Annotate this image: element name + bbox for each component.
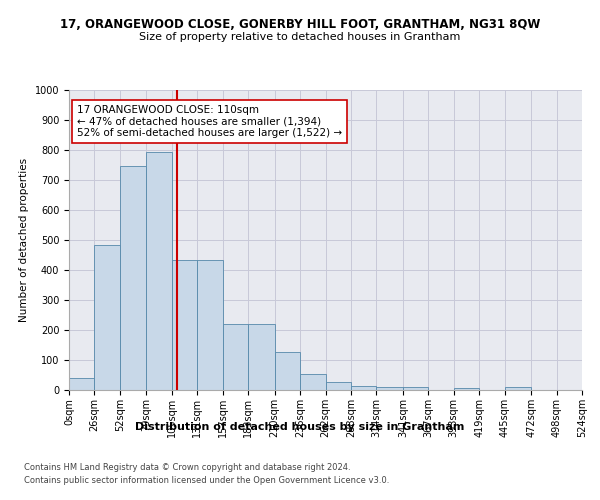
Text: 17 ORANGEWOOD CLOSE: 110sqm
← 47% of detached houses are smaller (1,394)
52% of : 17 ORANGEWOOD CLOSE: 110sqm ← 47% of det… — [77, 105, 342, 138]
Bar — [454, 388, 479, 390]
Bar — [146, 152, 172, 390]
Bar — [172, 260, 197, 390]
Bar — [325, 382, 351, 390]
Text: Contains HM Land Registry data © Crown copyright and database right 2024.: Contains HM Land Registry data © Crown c… — [24, 462, 350, 471]
Bar — [505, 387, 531, 390]
Text: 17, ORANGEWOOD CLOSE, GONERBY HILL FOOT, GRANTHAM, NG31 8QW: 17, ORANGEWOOD CLOSE, GONERBY HILL FOOT,… — [60, 18, 540, 30]
Bar — [403, 387, 428, 390]
Text: Distribution of detached houses by size in Grantham: Distribution of detached houses by size … — [136, 422, 464, 432]
Bar — [223, 324, 248, 390]
Bar — [248, 324, 275, 390]
Bar — [120, 166, 146, 390]
Text: Contains public sector information licensed under the Open Government Licence v3: Contains public sector information licen… — [24, 476, 389, 485]
Bar — [275, 352, 300, 390]
Y-axis label: Number of detached properties: Number of detached properties — [19, 158, 29, 322]
Bar — [197, 260, 223, 390]
Bar — [94, 244, 120, 390]
Bar — [69, 378, 94, 390]
Text: Size of property relative to detached houses in Grantham: Size of property relative to detached ho… — [139, 32, 461, 42]
Bar — [300, 374, 325, 390]
Bar — [376, 387, 403, 390]
Bar — [351, 386, 376, 390]
